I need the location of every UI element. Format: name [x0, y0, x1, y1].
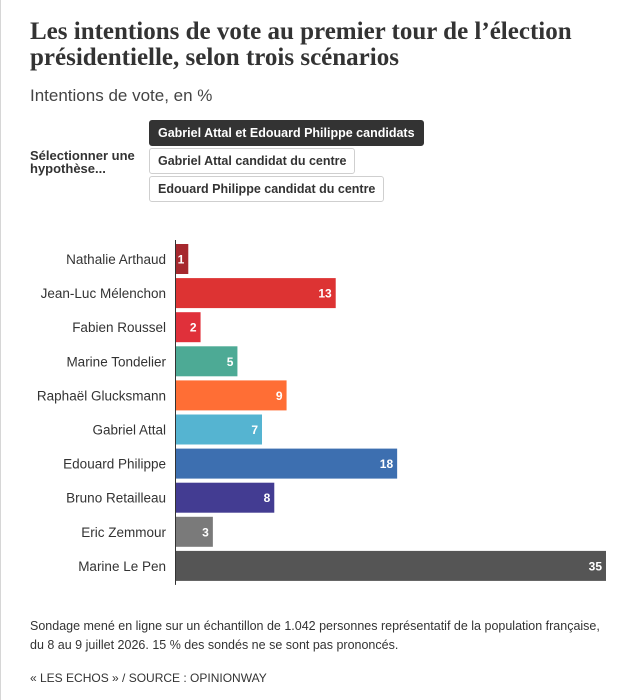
bar-value-label: 18	[380, 457, 394, 471]
bar[interactable]	[176, 244, 189, 274]
hypothesis-button-attal[interactable]: Gabriel Attal candidat du centre	[149, 148, 356, 174]
footnote: Sondage mené en ligne sur un échantillon…	[30, 619, 600, 652]
bar[interactable]	[176, 482, 275, 513]
bar-value-label: 5	[227, 355, 234, 369]
bar-value-label: 35	[589, 559, 603, 573]
bar-chart: Nathalie Arthaud 1 Jean-Luc Mélenchon 13 Fab…	[37, 240, 606, 585]
bar[interactable]	[176, 380, 287, 411]
bar-value-label: 13	[318, 287, 332, 301]
bar-value-label: 7	[251, 423, 258, 437]
category-label: Nathalie Arthaud	[66, 252, 166, 267]
bar[interactable]	[176, 346, 238, 377]
hypothesis-button-philippe[interactable]: Edouard Philippe candidat du centre	[149, 176, 385, 202]
bar[interactable]	[176, 448, 398, 479]
category-label: Marine Le Pen	[78, 559, 166, 574]
category-label: Fabien Roussel	[72, 320, 166, 335]
bar[interactable]	[176, 414, 262, 445]
bar[interactable]	[176, 550, 606, 581]
bar[interactable]	[176, 516, 213, 547]
bar-value-label: 3	[202, 525, 209, 539]
chart-title: Les intentions de vote au premier tour d…	[30, 18, 572, 71]
chart-subtitle: Intentions de vote, en %	[30, 86, 213, 105]
bar[interactable]	[176, 312, 201, 343]
bar-value-label: 8	[264, 491, 271, 505]
hypothesis-selector-label: Sélectionner une hypothèse...	[30, 148, 135, 176]
source-credit: « LES ECHOS » / SOURCE : OPINIONWAY	[30, 671, 267, 685]
category-label: Edouard Philippe	[63, 457, 166, 472]
category-label: Gabriel Attal	[92, 423, 166, 438]
bar[interactable]	[176, 278, 336, 309]
category-label: Eric Zemmour	[81, 525, 166, 540]
bar-value-label: 2	[190, 321, 197, 335]
category-label: Bruno Retailleau	[66, 491, 166, 506]
page-border	[0, 0, 1, 700]
category-label: Jean-Luc Mélenchon	[41, 286, 166, 301]
category-label: Raphaël Glucksmann	[37, 388, 166, 403]
category-label: Marine Tondelier	[66, 354, 166, 369]
bar-value-label: 9	[276, 389, 283, 403]
hypothesis-button-attal-philippe[interactable]: Gabriel Attal et Edouard Philippe candid…	[149, 120, 424, 146]
bar-value-label: 1	[178, 253, 185, 267]
